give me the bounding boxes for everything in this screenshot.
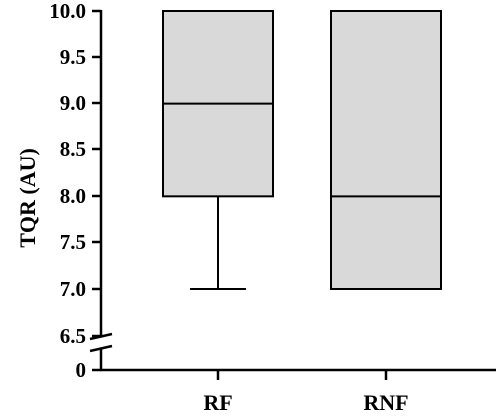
y-tick-label: 7.5 xyxy=(60,230,86,254)
y-tick-label: 6.5 xyxy=(60,324,86,348)
y-tick-label: 9.5 xyxy=(60,45,86,69)
box-group xyxy=(162,10,442,290)
box-rnf xyxy=(330,10,442,290)
y-tick-label: 8.5 xyxy=(60,137,86,161)
y-axis-title: TQR (AU) xyxy=(15,148,40,248)
y-tick-label: 7.0 xyxy=(60,277,86,301)
y-ticks: 10.0 9.5 9.0 8.5 8.0 7.5 7.0 6.5 0 xyxy=(49,0,101,382)
y-tick-label: 0 xyxy=(76,358,87,382)
x-category-label-rf: RF xyxy=(203,390,232,415)
y-tick-label: 9.0 xyxy=(60,91,86,115)
axis-break-mark-bottom xyxy=(89,344,113,353)
x-category-label-rnf: RNF xyxy=(363,390,408,415)
y-tick-label: 10.0 xyxy=(49,0,86,23)
y-tick-label: 8.0 xyxy=(60,184,86,208)
